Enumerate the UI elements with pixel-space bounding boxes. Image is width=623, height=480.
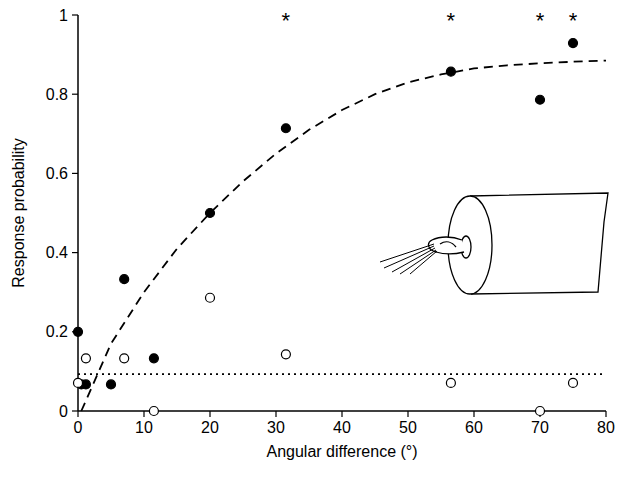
open-point — [446, 378, 455, 387]
y-axis — [77, 15, 79, 411]
open-point — [536, 407, 545, 416]
x-tick-label: 70 — [531, 419, 549, 436]
y-tick — [72, 14, 78, 15]
y-tick-label: 0.2 — [46, 323, 68, 340]
x-tick — [605, 411, 606, 417]
open-point — [206, 293, 215, 302]
filled-point — [120, 275, 129, 284]
x-tick-label: 50 — [399, 419, 417, 436]
filled-point — [107, 380, 116, 389]
y-tick-label: 0.4 — [46, 244, 68, 261]
x-tick — [209, 411, 210, 417]
x-tick-label: 0 — [74, 419, 83, 436]
y-tick-label: 0 — [59, 403, 68, 420]
filled-point — [281, 124, 290, 133]
y-tick-label: 0.8 — [46, 86, 68, 103]
dashed-line — [81, 61, 606, 411]
open-point — [569, 378, 578, 387]
x-tick — [341, 411, 342, 417]
open-point — [74, 378, 83, 387]
y-tick — [72, 94, 78, 95]
significance-marker: * — [536, 8, 545, 33]
filled-point — [569, 39, 578, 48]
y-tick-label: 1 — [59, 7, 68, 24]
y-tick — [72, 252, 78, 253]
whisker — [400, 250, 436, 274]
significance-marker: * — [447, 8, 456, 33]
filled-point — [446, 67, 455, 76]
filled-point — [536, 95, 545, 104]
x-tick-label: 10 — [135, 419, 153, 436]
x-tick-label: 40 — [333, 419, 351, 436]
mouse-ear — [440, 242, 456, 247]
x-tick — [275, 411, 276, 417]
plot-area — [74, 39, 607, 416]
x-tick-label: 60 — [465, 419, 483, 436]
y-tick — [72, 410, 78, 411]
x-tick — [473, 411, 474, 417]
filled-point — [149, 354, 158, 363]
whisker — [410, 251, 437, 274]
x-tick — [143, 411, 144, 417]
open-point — [120, 354, 129, 363]
x-tick-label: 80 — [597, 419, 615, 436]
inset-illustration — [380, 193, 608, 294]
x-axis-title: Angular difference (°) — [266, 443, 417, 460]
chart: 0 10 20 30 40 50 60 70 80 0 0.2 0.4 0.6 0.8 1 Angular d… — [0, 0, 623, 480]
y-tick — [72, 173, 78, 174]
whisker — [384, 246, 434, 268]
significance-marker: * — [569, 8, 578, 33]
y-axis-title: Response probability — [10, 138, 27, 287]
x-tick-label: 20 — [201, 419, 219, 436]
x-tick-label: 30 — [267, 419, 285, 436]
significance-marker: * — [282, 8, 291, 33]
y-tick-label: 0.6 — [46, 165, 68, 182]
open-point — [281, 350, 290, 359]
x-tick — [77, 411, 78, 417]
x-tick — [407, 411, 408, 417]
open-point — [149, 407, 158, 416]
dotted-line — [78, 373, 606, 375]
filled-point — [74, 327, 83, 336]
whisker — [392, 248, 435, 272]
open-point — [81, 354, 90, 363]
